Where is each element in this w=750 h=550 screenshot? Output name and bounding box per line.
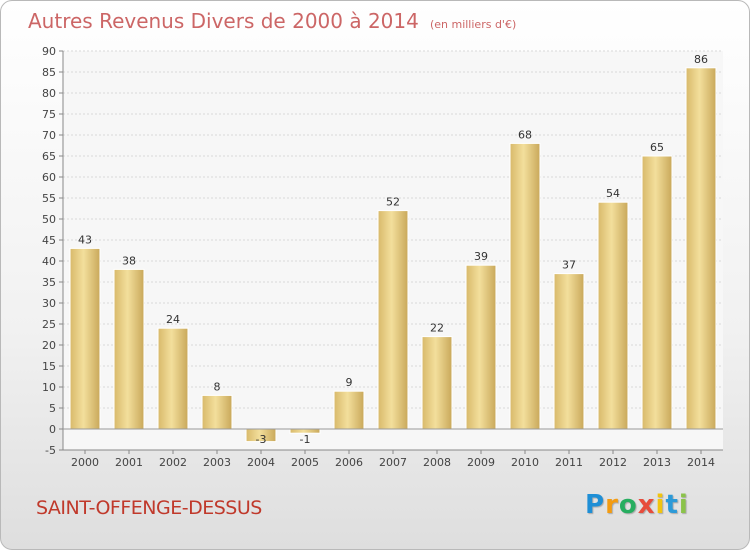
data-label-2002: 24	[166, 313, 180, 326]
bar-2014	[685, 67, 717, 430]
x-tick-label: 2012	[599, 456, 627, 469]
bar-2002	[157, 327, 189, 430]
bar-2011	[553, 273, 585, 430]
y-tick-label: 80	[42, 87, 56, 100]
data-label-2009: 39	[474, 250, 488, 263]
y-tick-label: 55	[42, 192, 56, 205]
x-tick-label: 2003	[203, 456, 231, 469]
x-tick-label: 2008	[423, 456, 451, 469]
bar-2003	[201, 394, 233, 430]
logo-letter: r	[605, 490, 619, 520]
proxiti-logo: Proxiti	[585, 490, 689, 520]
bar-2008	[421, 336, 453, 430]
y-tick-label: 45	[42, 234, 56, 247]
data-label-2001: 38	[122, 254, 136, 267]
bar-2010	[509, 142, 541, 430]
x-tick-label: 2006	[335, 456, 363, 469]
y-tick-label: 35	[42, 276, 56, 289]
data-label-2004: -3	[256, 433, 267, 446]
x-tick-label: 2004	[247, 456, 275, 469]
data-label-2006: 9	[346, 376, 353, 389]
y-tick-label: 20	[42, 339, 56, 352]
data-label-2010: 68	[518, 128, 532, 141]
logo-letter: i	[655, 490, 666, 520]
bar-2000	[69, 247, 101, 430]
y-tick-label: -5	[45, 444, 56, 457]
x-tick-label: 2014	[687, 456, 715, 469]
bar-2007	[377, 210, 409, 430]
data-label-2014: 86	[694, 53, 708, 66]
logo-letter: P	[585, 490, 606, 520]
y-tick-label: 50	[42, 213, 56, 226]
y-tick-label: 70	[42, 129, 56, 142]
data-label-2005: -1	[300, 433, 311, 446]
x-tick-label: 2011	[555, 456, 583, 469]
y-tick-label: 5	[49, 402, 56, 415]
data-label-2003: 8	[214, 380, 221, 393]
y-tick-label: 30	[42, 297, 56, 310]
x-tick-label: 2010	[511, 456, 539, 469]
y-tick-label: 85	[42, 66, 56, 79]
logo-letter: x	[637, 490, 656, 520]
y-tick-label: 60	[42, 171, 56, 184]
bar-2001	[113, 268, 145, 430]
chart-unit-label: (en milliers d'€)	[429, 18, 517, 31]
data-label-2012: 54	[606, 187, 620, 200]
y-tick-label: 10	[42, 381, 56, 394]
chart-title: Autres Revenus Divers de 2000 à 2014	[28, 9, 419, 33]
y-tick-label: 0	[49, 423, 56, 436]
data-label-2000: 43	[78, 233, 92, 246]
x-tick-label: 2007	[379, 456, 407, 469]
data-label-2007: 52	[386, 196, 400, 209]
bar-2009	[465, 264, 497, 430]
place-name: SAINT-OFFENGE-DESSUS	[36, 497, 262, 519]
x-tick-label: 2005	[291, 456, 319, 469]
logo-letter: o	[618, 490, 638, 520]
bar-2006	[333, 390, 365, 430]
data-label-2008: 22	[430, 322, 444, 335]
bar-2013	[641, 155, 673, 430]
y-tick-label: 40	[42, 255, 56, 268]
logo-letter: t	[665, 490, 679, 520]
y-tick-label: 75	[42, 108, 56, 121]
title-row: Autres Revenus Divers de 2000 à 2014 (en…	[28, 9, 516, 33]
bar-2012	[597, 201, 629, 430]
x-tick-label: 2002	[159, 456, 187, 469]
x-tick-label: 2009	[467, 456, 495, 469]
x-tick-label: 2000	[71, 456, 99, 469]
data-label-2011: 37	[562, 259, 576, 272]
x-tick-label: 2001	[115, 456, 143, 469]
y-tick-label: 25	[42, 318, 56, 331]
y-tick-label: 90	[42, 45, 56, 58]
x-tick-label: 2013	[643, 456, 671, 469]
y-tick-label: 65	[42, 150, 56, 163]
logo-letter: i	[678, 490, 689, 520]
data-label-2013: 65	[650, 141, 664, 154]
y-tick-label: 15	[42, 360, 56, 373]
